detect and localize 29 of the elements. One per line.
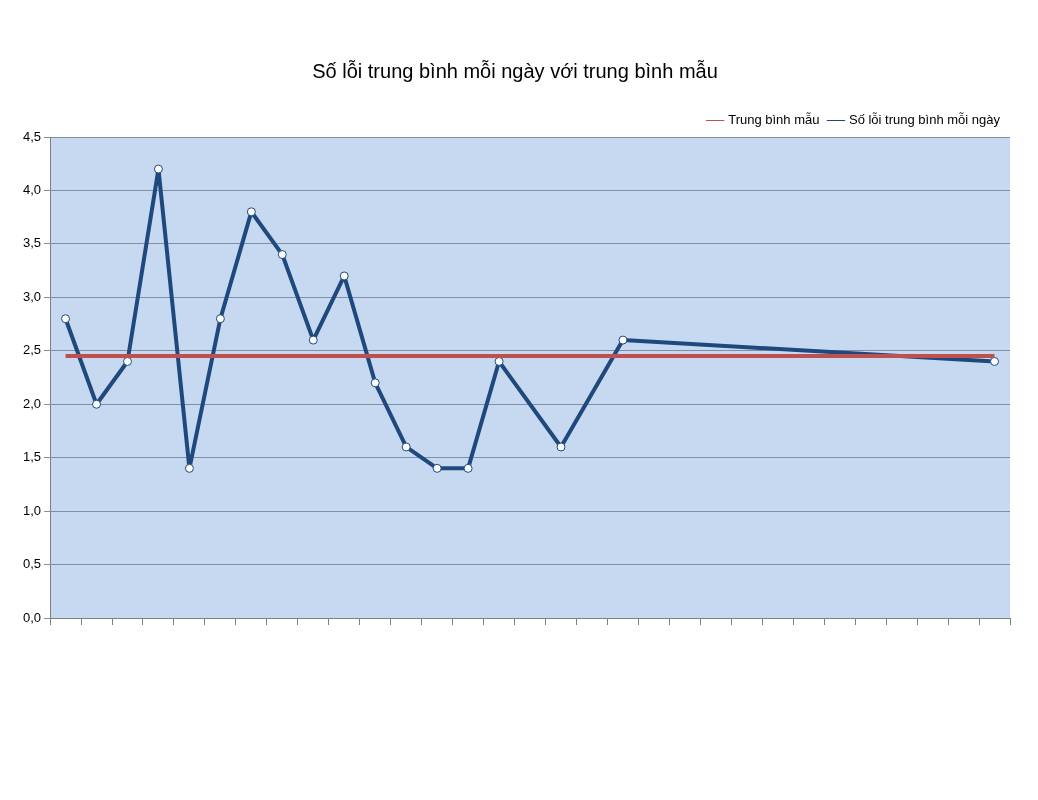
point <box>308 335 318 345</box>
y-tick-label: 4,0 <box>22 182 42 198</box>
y-tick-label: 2,0 <box>22 395 42 411</box>
point <box>556 442 566 452</box>
point <box>990 356 1000 366</box>
point <box>215 314 225 324</box>
y-tick-label: 3,5 <box>22 235 42 251</box>
legend-label: Trung bình mẫu <box>728 112 820 128</box>
point <box>246 207 256 217</box>
point <box>153 164 163 174</box>
y-tick-label: 0,5 <box>22 556 42 572</box>
legend-label: Số lỗi trung bình mỗi ngày <box>848 112 1001 128</box>
point <box>463 463 473 473</box>
point <box>339 271 349 281</box>
y-tick-label: 0,0 <box>22 609 42 625</box>
y-tick-label: 2,5 <box>22 342 42 358</box>
point <box>184 463 194 473</box>
point <box>277 250 287 260</box>
point <box>61 314 71 324</box>
point <box>92 399 102 409</box>
y-tick-label: 4,5 <box>22 128 42 144</box>
chart-title: Số lỗi trung bình mỗi ngày với trung bình mẫu <box>312 59 718 82</box>
point <box>618 335 628 345</box>
y-tick-label: 1,0 <box>22 502 42 518</box>
point <box>432 463 442 473</box>
point <box>401 442 411 452</box>
point <box>370 378 380 388</box>
y-tick-label: 3,0 <box>22 288 42 304</box>
y-tick-label: 1,5 <box>22 449 42 465</box>
